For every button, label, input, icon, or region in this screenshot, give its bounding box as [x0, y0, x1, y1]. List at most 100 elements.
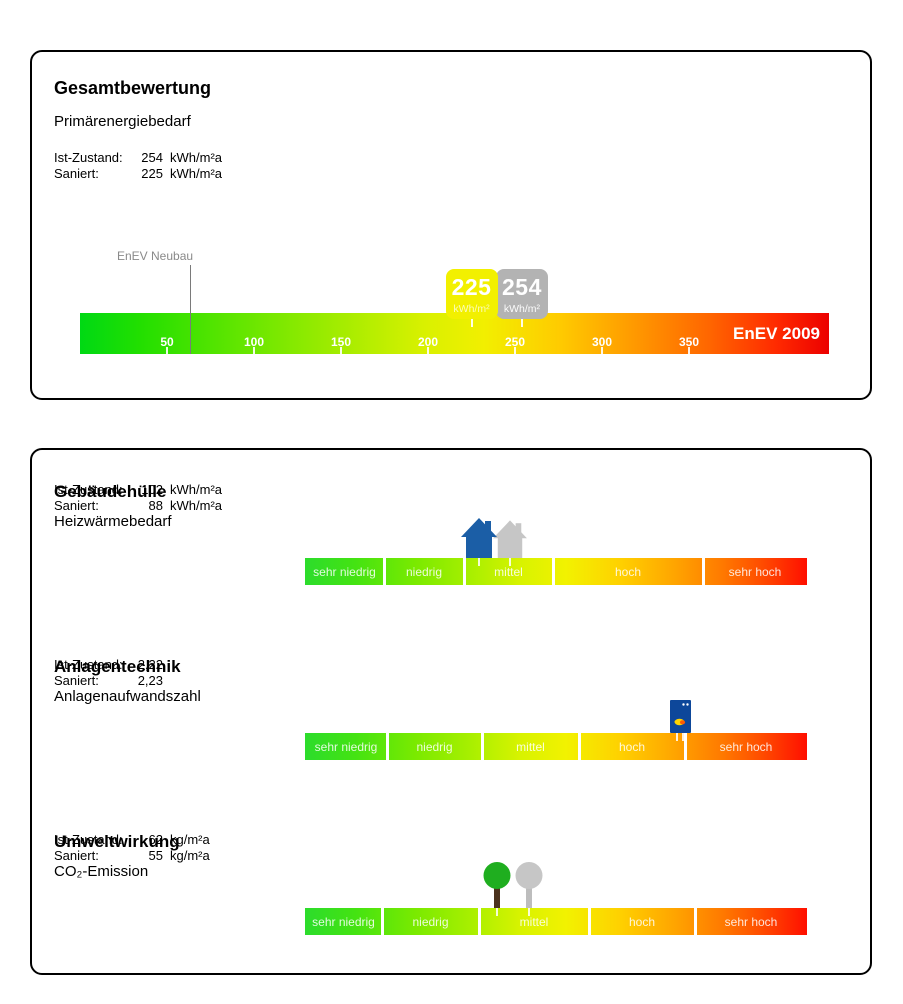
- scale-segment-label: sehr niedrig: [312, 915, 375, 929]
- row-unit: kg/m²a: [170, 832, 210, 847]
- scale-segment-divider: [386, 733, 389, 760]
- axis-tick-mark: [427, 347, 429, 354]
- scale-segment-label: hoch: [618, 740, 646, 754]
- scale-segment-label: mittel: [516, 740, 545, 754]
- scale-segment-label: sehr niedrig: [314, 740, 378, 754]
- scale-segment-label: sehr hoch: [724, 915, 778, 929]
- boiler-icon-ist-und-saniert: [669, 700, 691, 738]
- axis-tick-mark: [688, 347, 690, 354]
- axis-tick-mark: [166, 347, 168, 354]
- marker-tick: [682, 733, 684, 741]
- scale-segment-label: hoch: [614, 565, 642, 579]
- axis-tick-label: 200: [417, 335, 439, 349]
- house-icon-ist: [491, 518, 529, 563]
- scale-segment-label: hoch: [628, 915, 656, 929]
- badge-value: 225: [451, 274, 492, 300]
- scale-segment-label: niedrig: [416, 740, 453, 754]
- row-label: Saniert:: [54, 673, 99, 688]
- ist-badge: 254 kWh/m²: [495, 269, 548, 327]
- co2-emission-scale: sehr niedrig niedrig mittel hoch sehr hoch: [305, 862, 807, 935]
- row-label: Saniert:: [54, 498, 99, 513]
- ist-zustand-row: Ist-Zustand: 2,22: [54, 657, 852, 673]
- scale-segment-label: niedrig: [405, 565, 443, 579]
- house-icon-saniert: [460, 518, 498, 563]
- value-rows: Ist-Zustand: 2,22 Saniert: 2,23: [54, 657, 852, 689]
- row-value: 2,23: [137, 673, 163, 688]
- saniert-row: Saniert: 88 kWh/m²a: [54, 498, 852, 514]
- badge-value: 254: [502, 274, 542, 300]
- marker-tick: [509, 558, 511, 566]
- ist-zustand-row: Ist-Zustand: 254 kWh/m²a: [54, 150, 222, 166]
- scale-segment-divider: [381, 908, 384, 935]
- umweltwirkung-section: Umweltwirkung CO₂-Emission Ist-Zustand: …: [54, 832, 852, 982]
- section-title: Anlagentechnik: [54, 657, 181, 676]
- tree-icon-ist: [515, 862, 543, 913]
- section-subtitle: Anlagenaufwandszahl: [54, 688, 201, 705]
- scale-segment-label: sehr hoch: [719, 740, 773, 754]
- saniert-row: Saniert: 225 kWh/m²a: [54, 166, 222, 182]
- marker-tick: [478, 558, 480, 566]
- row-unit: kWh/m²a: [170, 482, 222, 497]
- scale-segment-divider: [588, 908, 591, 935]
- scale-segment-divider: [481, 733, 484, 760]
- ist-zustand-row: Ist-Zustand: 62 kg/m²a: [54, 832, 852, 848]
- row-label: Ist-Zustand:: [54, 150, 123, 165]
- row-value: 2,22: [137, 657, 163, 672]
- row-value: 102: [141, 482, 163, 497]
- scale-segment-divider: [463, 558, 466, 585]
- axis-tick-label: 100: [243, 335, 265, 349]
- ist-zustand-row: Ist-Zustand: 102 kWh/m²a: [54, 482, 852, 498]
- saniert-row: Saniert: 2,23: [54, 673, 852, 689]
- saniert-row: Saniert: 55 kg/m²a: [54, 848, 852, 864]
- section-title: Umweltwirkung: [54, 832, 180, 851]
- axis-tick-mark: [253, 347, 255, 354]
- primary-energy-bar: EnEV 2009 50 100 150 200 250 300 350: [80, 313, 829, 354]
- axis-tick-label: 350: [678, 335, 700, 349]
- row-value: 254: [141, 150, 163, 165]
- badge-unit: kWh/m²: [453, 303, 490, 315]
- value-rows: Ist-Zustand: 62 kg/m²a Saniert: 55 kg/m²…: [54, 832, 852, 864]
- marker-tick: [528, 908, 530, 916]
- badge-pointer: [470, 319, 473, 327]
- scale-segment-divider: [383, 558, 386, 585]
- scale-segment-label: niedrig: [412, 915, 449, 929]
- tree-icon-saniert: [483, 862, 511, 913]
- scale-segment-divider: [552, 558, 555, 585]
- scale-segment-label: sehr niedrig: [313, 565, 376, 579]
- row-value: 225: [141, 166, 163, 181]
- axis-tick-label: 250: [504, 335, 526, 349]
- row-unit: kWh/m²a: [170, 150, 222, 165]
- value-rows: Ist-Zustand: 254 kWh/m²a Saniert: 225 kW…: [54, 150, 222, 182]
- badge-pointer: [520, 319, 523, 327]
- row-value: 55: [148, 848, 163, 863]
- scale-segment-label: mittel: [519, 915, 549, 929]
- panel-title: Gesamtbewertung: [54, 78, 212, 98]
- scale-segment-divider: [702, 558, 705, 585]
- row-label: Ist-Zustand:: [54, 832, 123, 847]
- enev-2009-label: EnEV 2009: [733, 323, 820, 343]
- row-unit: kWh/m²a: [170, 166, 222, 181]
- scale-segment-divider: [694, 908, 697, 935]
- row-unit: kg/m²a: [170, 848, 210, 863]
- axis-tick-mark: [601, 347, 603, 354]
- section-title: Gebäudehülle: [54, 482, 167, 501]
- scale-segment-divider: [478, 908, 481, 935]
- scale-segment-divider: [684, 733, 687, 760]
- axis-tick-label: 150: [330, 335, 352, 349]
- scale-segment-label: mittel: [494, 565, 523, 579]
- gebaeudehuelle-section: Gebäudehülle Heizwärmebedarf Ist-Zustand…: [54, 482, 852, 632]
- row-label: Saniert:: [54, 166, 99, 181]
- section-subtitle: Heizwärmebedarf: [54, 513, 172, 530]
- axis-tick-label: 50: [160, 335, 174, 349]
- gesamtbewertung-panel: Gesamtbewertung Primärenergiebedarf Ist-…: [30, 50, 872, 400]
- saniert-badge: 225 kWh/m²: [445, 269, 498, 327]
- panel-subtitle: Primärenergiebedarf: [54, 113, 191, 130]
- badge-unit: kWh/m²: [503, 303, 541, 315]
- scale-segment-label: sehr hoch: [728, 565, 782, 579]
- axis-tick-label: 300: [591, 335, 613, 349]
- row-label: Ist-Zustand:: [54, 482, 123, 497]
- axis-tick-mark: [514, 347, 516, 354]
- row-value: 62: [148, 832, 163, 847]
- scale-segment-divider: [578, 733, 581, 760]
